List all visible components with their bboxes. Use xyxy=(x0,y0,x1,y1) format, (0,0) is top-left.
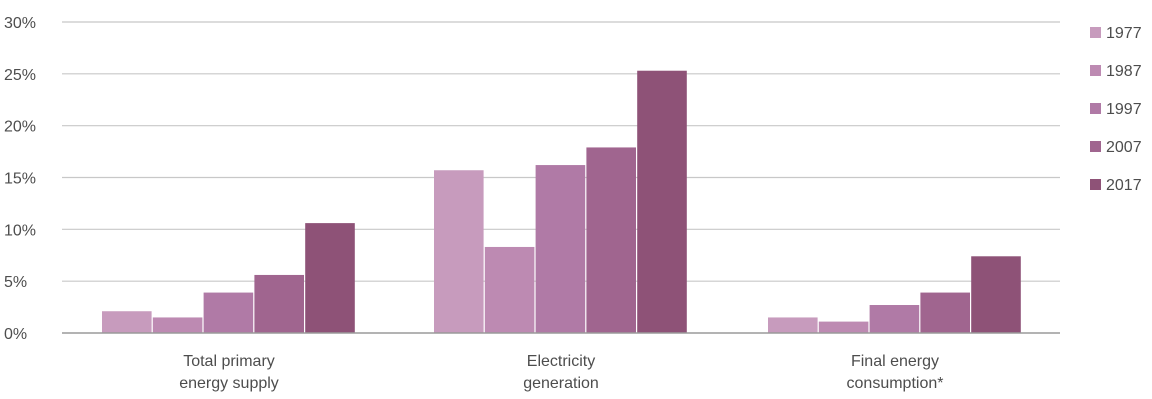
category-label: Final energy xyxy=(851,353,939,370)
legend-label: 1977 xyxy=(1106,25,1142,42)
legend-swatch-2007 xyxy=(1090,141,1101,152)
bar-1987-1 xyxy=(484,246,535,333)
bar-2007-0 xyxy=(254,274,304,333)
category-label: Total primary xyxy=(183,353,275,370)
legend-label: 1997 xyxy=(1106,101,1142,118)
bar-1977-2 xyxy=(768,317,818,333)
legend-swatch-1987 xyxy=(1090,65,1101,76)
bar-2007-2 xyxy=(920,292,970,333)
category-labels: Total primary energy supply Electricity gen… xyxy=(179,353,943,392)
bar-1997-2 xyxy=(869,305,920,333)
y-tick-label: 5% xyxy=(4,274,27,291)
bar-1997-0 xyxy=(203,292,254,333)
y-tick-label: 25% xyxy=(4,67,36,84)
bar-2017-1 xyxy=(637,70,687,334)
legend-label: 1987 xyxy=(1106,63,1142,80)
legend-swatch-2017 xyxy=(1090,179,1101,190)
bar-2017-2 xyxy=(971,256,1021,333)
legend-swatch-1997 xyxy=(1090,103,1101,114)
bars xyxy=(102,70,1021,334)
y-tick-label: 20% xyxy=(4,119,36,136)
y-tick-label: 15% xyxy=(4,171,36,188)
bar-1997-1 xyxy=(535,165,586,333)
bar-1987-0 xyxy=(152,317,203,333)
category-label: energy supply xyxy=(179,375,279,392)
category-label: consumption* xyxy=(847,375,944,392)
y-tick-label: 10% xyxy=(4,222,36,239)
y-tick-label: 30% xyxy=(4,15,36,32)
legend: 1977 1987 1997 2007 2017 xyxy=(1090,25,1142,194)
bar-2017-0 xyxy=(305,223,355,333)
bar-1977-1 xyxy=(434,170,484,333)
legend-swatch-1977 xyxy=(1090,27,1101,38)
category-label: generation xyxy=(523,375,599,392)
bar-2007-1 xyxy=(586,147,636,333)
y-tick-label: 0% xyxy=(4,326,27,343)
bar-1987-2 xyxy=(818,321,869,333)
legend-label: 2017 xyxy=(1106,177,1142,194)
bar-1977-0 xyxy=(102,311,152,333)
legend-label: 2007 xyxy=(1106,139,1142,156)
y-axis-ticks: 0% 5% 10% 15% 20% 25% 30% xyxy=(4,15,36,343)
category-label: Electricity xyxy=(527,353,595,370)
